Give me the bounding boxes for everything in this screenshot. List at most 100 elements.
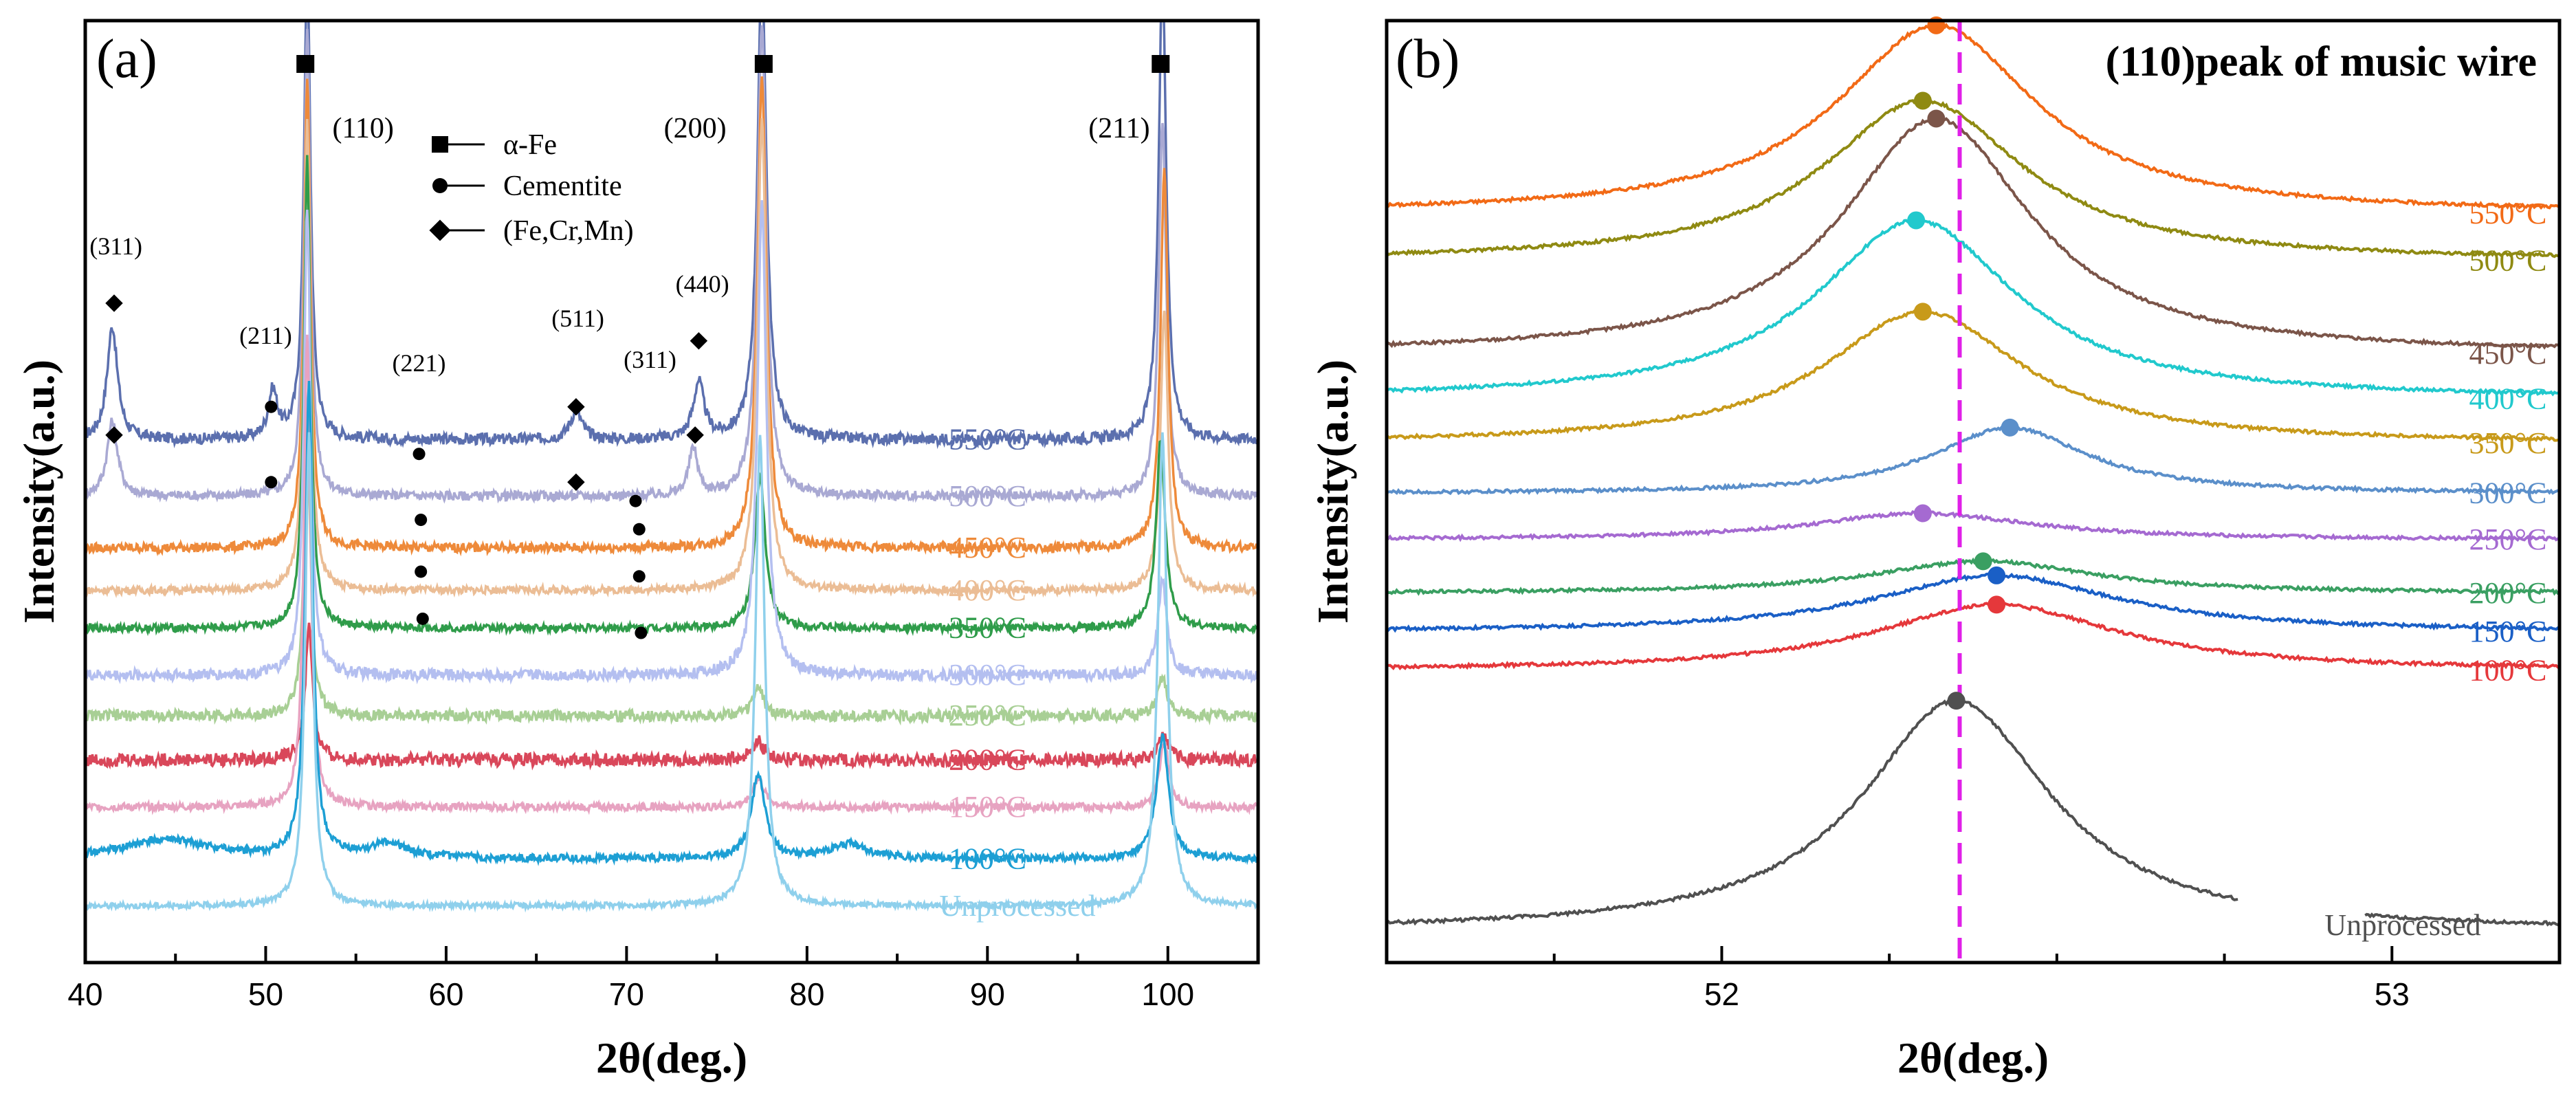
peak-marker [1913,504,1932,523]
series-label: 400°C [949,573,1026,607]
series-label: 100°C [949,842,1026,875]
peak-label: (311) [89,232,142,260]
x-tick-label: 100 [1141,976,1194,1012]
cementite-marker [265,476,278,489]
series-label: 300°C [949,658,1026,692]
panel-b-title: (110)peak of music wire [2106,39,2537,85]
peak-marker [1913,303,1932,321]
panel-a-legend: α-Fe Cementite (Fe,Cr,Mn) [429,129,634,247]
cementite-marker [635,626,648,639]
fecrmn-marker [105,426,123,444]
panel-a-x-axis: 40 50 60 70 80 90 100 [67,946,1259,1012]
series-label: 400°C [2469,382,2547,416]
series-label: 150°C [2469,615,2547,648]
legend-square-icon [432,136,448,153]
series-line-350°C [85,155,1258,637]
series-line-100°C [1387,601,2560,670]
series-label: 100°C [2469,653,2547,687]
series-label: Unprocessed [939,889,1095,923]
panel-b-series [1387,21,2560,927]
panel-b-series-labels: 550°C 500°C 450°C 400°C 350°C 300°C 250°C 200°C… [2324,197,2546,942]
peak-label: (211) [1088,113,1149,144]
series-line-500°C [1387,98,2560,259]
legend-label: (Fe,Cr,Mn) [503,215,634,247]
series-line-300°C [85,200,1258,685]
series-label: 350°C [949,611,1026,645]
peak-label: (511) [551,305,604,332]
cementite-marker [265,400,278,413]
series-label: 250°C [949,699,1026,732]
peak-label: (221) [393,349,446,377]
series-line-450°C [1387,116,2560,350]
panel-b-xlabel: 2θ(deg.) [1897,1033,2049,1082]
series-line-150°C [85,334,1258,815]
panel-a-label: (a) [96,29,157,89]
x-tick-label: 52 [1704,976,1739,1012]
fecrmn-marker [686,426,704,444]
x-tick-label: 70 [609,976,644,1012]
panel-a-markers [105,55,1170,639]
legend-label: Cementite [503,171,622,202]
cementite-marker [416,612,429,625]
panel-a-peak-labels: (110) (200) (211) (311) (211) (221) (511) (311)… [89,113,1149,377]
panel-a-ylabel: Intensity(a.u.) [14,360,63,624]
panel-b-x-axis: 52 53 [1385,946,2561,1012]
peak-marker [1974,552,1992,571]
legend-diamond-icon [429,219,451,241]
series-line-400°C [85,118,1258,599]
series-line-550°C [85,21,1258,450]
panel-a-xlabel: 2θ(deg.) [596,1033,747,1082]
series-line-200°C [1387,557,2560,596]
series-label: Unprocessed [2324,908,2480,942]
cementite-marker [629,494,642,507]
panel-a-series [85,21,1258,913]
series-line-550°C [1387,21,2560,210]
panel-a: 550°C 500°C 450°C 400°C 350°C 300°C 250°C 200°C… [14,19,1260,1082]
series-line-350°C [1387,309,2560,443]
series-label: 500°C [2469,243,2547,277]
alpha-fe-marker [296,55,315,73]
x-tick-label: 60 [428,976,463,1012]
peak-marker [1947,692,1966,710]
alpha-fe-marker [1152,55,1170,73]
cementite-marker [632,523,646,536]
series-label: 200°C [2469,576,2547,610]
x-tick-label: 90 [970,976,1005,1012]
series-line-400°C [1387,217,2560,397]
series-label: 300°C [2469,476,2547,510]
x-tick-label: 50 [248,976,283,1012]
peak-marker [2001,418,2019,437]
x-tick-label: 80 [789,976,824,1012]
cementite-marker [632,570,646,583]
peak-marker [1907,211,1926,230]
series-label: 550°C [2469,197,2547,230]
series-line-100°C [85,381,1258,866]
peak-label: (440) [676,270,729,298]
cementite-marker [415,565,428,578]
series-line-300°C [1387,424,2560,496]
peak-marker [1988,595,2006,614]
series-line-Unprocessed [1387,697,2560,927]
series-line-200°C [85,622,1258,771]
panel-b-label: (b) [1396,29,1460,89]
panel-a-frame [83,19,1260,965]
peak-label: (311) [624,346,676,373]
peak-label: (211) [239,322,292,349]
series-line-250°C [1387,509,2560,542]
peak-marker [1913,91,1932,110]
panel-b-frame [1385,19,2562,965]
series-label: 150°C [949,790,1026,824]
fecrmn-marker [567,473,585,492]
series-label: 250°C [2469,523,2547,556]
alpha-fe-marker [754,55,773,73]
series-line-250°C [85,436,1258,726]
series-label: 500°C [949,479,1026,513]
peak-label: (200) [664,113,727,144]
peak-marker [1927,109,1946,128]
panel-b-ylabel: Intensity(a.u.) [1308,360,1357,624]
fecrmn-marker [567,397,585,416]
legend-circle-icon [432,178,448,193]
series-line-150°C [1387,572,2560,633]
series-label: 350°C [2469,426,2547,460]
